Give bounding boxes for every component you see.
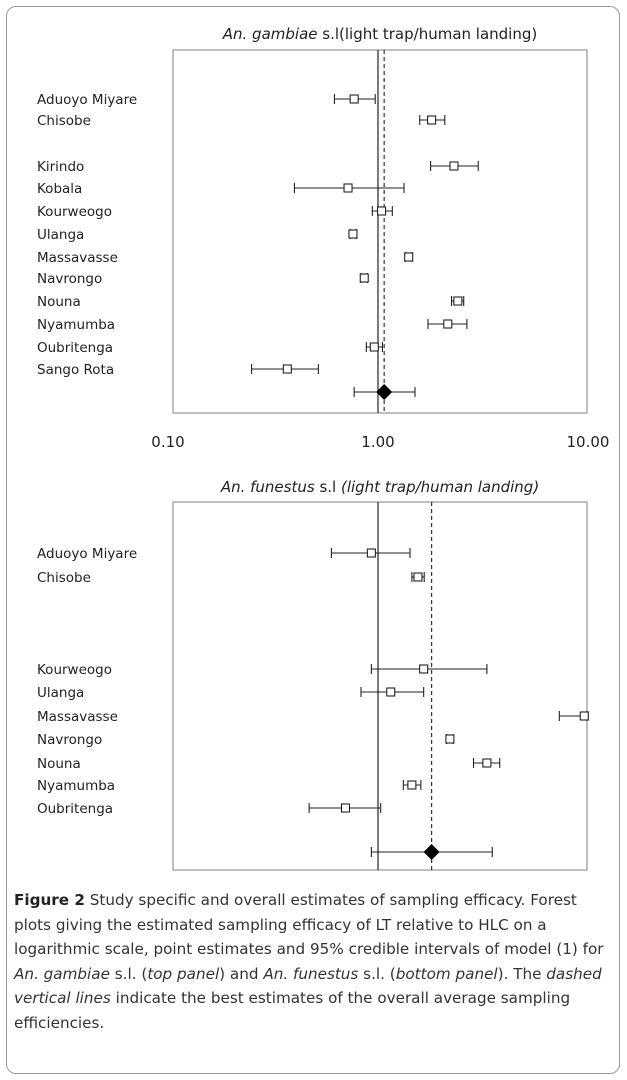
site-label: Kourweogo (37, 662, 112, 678)
panel-2-plot-area (172, 501, 588, 871)
forest-plots: An. gambiae s.l(light trap/human landing… (37, 25, 610, 871)
caption-text: s.l. ( (109, 964, 148, 983)
x-tick-label: 0.10 (151, 433, 184, 451)
point-estimate-square (348, 229, 358, 239)
x-tick-label: 10.00 (567, 433, 610, 451)
site-label: Nouna (37, 756, 81, 772)
caption-text: indicate the best estimates of the overa… (14, 989, 571, 1032)
caption-text: Forest plots giving the estimated sampli… (14, 891, 604, 959)
point-estimate-square (407, 780, 417, 790)
site-label: Sango Rota (37, 362, 114, 378)
site-label: Massavasse (37, 250, 118, 266)
site-label: Oubritenga (37, 340, 113, 356)
site-label: Navrongo (37, 271, 102, 287)
point-estimate-square (282, 364, 292, 374)
site-label: Kourweogo (37, 204, 112, 220)
caption-text: s.l. ( (358, 964, 396, 983)
figure-caption: Figure 2 Study specific and overall esti… (14, 888, 614, 1036)
caption-bottom-panel: bottom panel (395, 964, 498, 983)
point-estimate-square (369, 342, 379, 352)
caption-species-1: An. gambiae (14, 964, 110, 983)
figure-frame (6, 6, 620, 1074)
site-label: Massavasse (37, 709, 118, 725)
panel-1-title: An. gambiae s.l(light trap/human landing… (222, 25, 537, 43)
site-label: Nouna (37, 294, 81, 310)
point-estimate-square (377, 206, 387, 216)
point-estimate-square (419, 664, 429, 674)
point-estimate-square (340, 803, 351, 813)
site-label: Aduoyo Miyare (37, 92, 137, 108)
point-estimate-square (427, 115, 437, 125)
caption-heading: Study specific and overall estimates of … (84, 891, 526, 909)
point-estimate-square (349, 94, 359, 104)
site-label: Chisobe (37, 570, 91, 586)
panel-1-plot-area (172, 49, 588, 414)
point-estimate-square (482, 758, 492, 768)
caption-text: ). The (497, 964, 547, 983)
overall-estimate-diamond (376, 384, 393, 400)
point-estimate-square (359, 273, 369, 283)
point-estimate-square (453, 296, 463, 306)
point-estimate-square (404, 252, 414, 262)
caption-top-panel: top panel (147, 964, 220, 983)
site-label: Ulanga (37, 227, 84, 243)
caption-species-2: An. funestus (263, 964, 359, 983)
point-estimate-square (366, 548, 376, 558)
site-label: Kobala (37, 181, 82, 197)
point-estimate-square (386, 687, 396, 697)
point-estimate-square (413, 572, 423, 582)
point-estimate-square (449, 161, 459, 171)
site-label: Navrongo (37, 732, 102, 748)
caption-text: ) and (219, 964, 264, 983)
site-label: Aduoyo Miyare (37, 546, 137, 562)
site-label: Nyamumba (37, 317, 115, 333)
site-label: Chisobe (37, 113, 91, 129)
site-label: Nyamumba (37, 778, 115, 794)
point-estimate-square (343, 183, 353, 193)
overall-estimate-diamond (423, 844, 440, 860)
figure-label: Figure 2 (14, 891, 85, 909)
panel-2-title: An. funestus s.l (light trap/human landi… (220, 478, 539, 496)
site-label: Ulanga (37, 685, 84, 701)
caption-dashed-lines: dashed vertical lines (14, 964, 602, 1008)
site-label: Kirindo (37, 159, 84, 175)
site-label: Oubritenga (37, 801, 113, 817)
point-estimate-square (579, 711, 589, 721)
x-tick-label: 1.00 (361, 433, 394, 451)
point-estimate-square (443, 319, 453, 329)
point-estimate-square (445, 734, 455, 744)
